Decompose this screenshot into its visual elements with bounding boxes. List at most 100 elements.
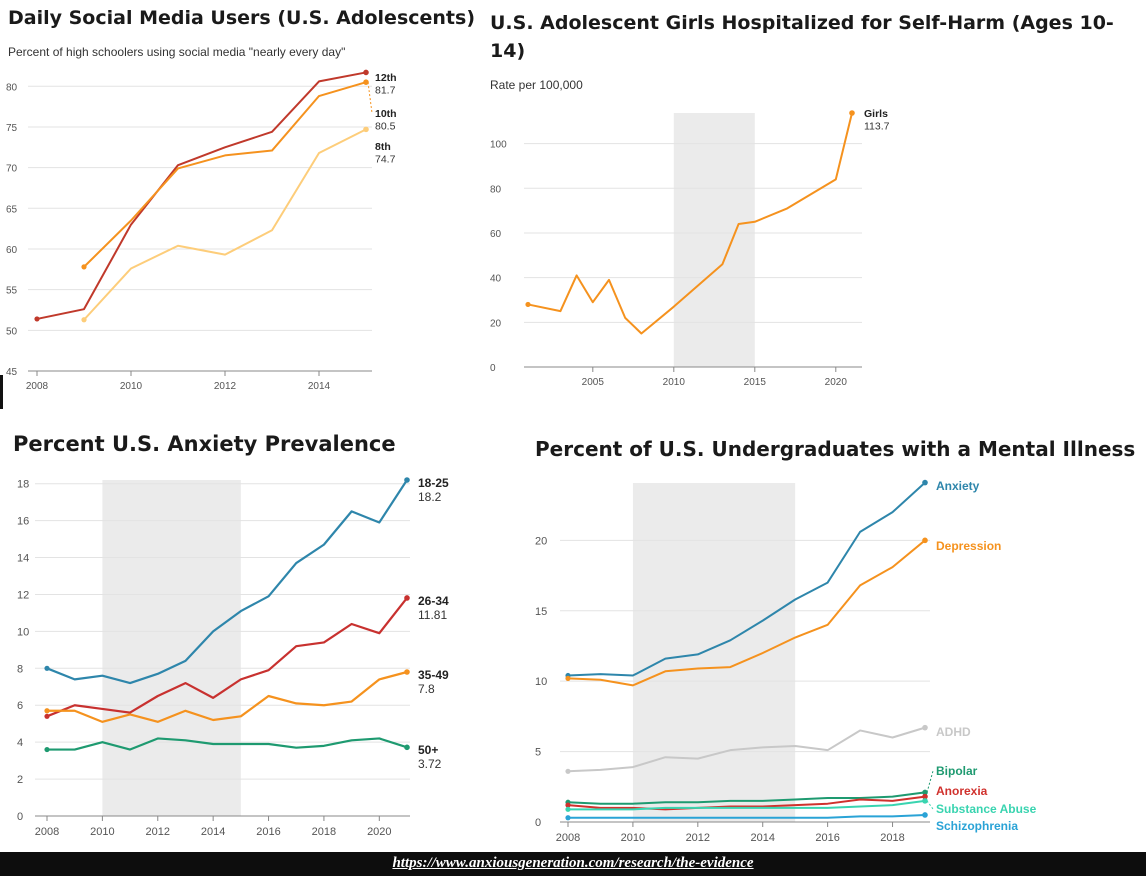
series-end-point bbox=[922, 789, 928, 796]
leader-line bbox=[926, 800, 934, 810]
x-tick-label: 2016 bbox=[256, 826, 280, 838]
x-tick-label: 2014 bbox=[308, 381, 331, 392]
y-tick-label: 0 bbox=[535, 817, 541, 829]
series-start-point bbox=[34, 316, 40, 322]
y-tick-label: 15 bbox=[535, 606, 547, 618]
series-line-schizophrenia bbox=[568, 813, 926, 819]
series-value-label: 80.5 bbox=[375, 121, 396, 133]
series-name-label: Schizophrenia bbox=[936, 819, 1018, 833]
series-name-label: Girls bbox=[864, 108, 888, 120]
x-tick-label: 2012 bbox=[146, 826, 170, 838]
chart-3-title: Percent U.S. Anxiety Prevalence bbox=[13, 432, 396, 456]
y-tick-label: 60 bbox=[490, 229, 502, 240]
series-end-point bbox=[404, 744, 410, 751]
series-start-point bbox=[565, 815, 571, 821]
y-tick-label: 5 bbox=[535, 747, 541, 759]
y-tick-label: 2 bbox=[17, 774, 23, 786]
series-start-point bbox=[565, 806, 571, 812]
series-end-point bbox=[363, 126, 369, 133]
y-tick-label: 50 bbox=[6, 326, 18, 337]
series-line-35-49 bbox=[47, 670, 408, 723]
y-tick-label: 14 bbox=[17, 553, 29, 565]
source-link[interactable]: https://www.anxiousgeneration.com/resear… bbox=[392, 855, 754, 871]
series-value-label: 113.7 bbox=[864, 121, 890, 133]
chart-1-title: Daily Social Media Users (U.S. Adolescen… bbox=[8, 7, 476, 29]
x-tick-label: 2015 bbox=[744, 377, 767, 388]
y-tick-label: 100 bbox=[490, 140, 507, 151]
series-end-point bbox=[404, 477, 410, 483]
series-line-8th bbox=[83, 128, 367, 321]
y-tick-label: 65 bbox=[6, 204, 18, 215]
series-end-point bbox=[363, 79, 369, 86]
y-tick-label: 40 bbox=[490, 274, 502, 285]
social-media-chart: 45 50 55 60 65 70 75 80 2008 2010 2012 2014 12th81.7… bbox=[6, 69, 397, 392]
series-name-label: 8th bbox=[375, 141, 391, 153]
series-start-point bbox=[565, 802, 571, 808]
x-tick-label: 2014 bbox=[750, 832, 774, 844]
series-line-substance-abuse bbox=[568, 799, 926, 811]
y-tick-label: 4 bbox=[17, 737, 23, 749]
series-line-10th bbox=[83, 81, 367, 268]
shaded-period bbox=[632, 483, 796, 822]
shaded-period bbox=[102, 480, 241, 816]
series-name-label: 35-49 bbox=[418, 668, 449, 682]
series-start-point bbox=[565, 768, 571, 774]
series-end-point bbox=[922, 724, 928, 731]
chart-2-title: U.S. Adolescent Girls Hospitalized for S… bbox=[490, 12, 1114, 62]
x-tick-label: 2010 bbox=[90, 826, 114, 838]
series-line-50- bbox=[47, 737, 408, 751]
x-tick-label: 2020 bbox=[825, 377, 848, 388]
x-tick-label: 2012 bbox=[214, 381, 237, 392]
x-tick-label: 2018 bbox=[880, 832, 904, 844]
series-value-label: 74.7 bbox=[375, 154, 396, 166]
series-start-point bbox=[44, 746, 50, 753]
series-end-point bbox=[922, 537, 928, 544]
series-value-label: 18.2 bbox=[418, 490, 442, 504]
y-tick-label: 12 bbox=[17, 589, 29, 601]
x-tick-label: 2010 bbox=[663, 377, 686, 388]
series-value-label: 11.81 bbox=[418, 608, 447, 622]
series-value-label: 81.7 bbox=[375, 85, 396, 97]
series-start-point bbox=[44, 665, 50, 671]
x-tick-label: 2005 bbox=[582, 377, 605, 388]
series-name-label: 26-34 bbox=[418, 594, 449, 608]
series-end-point bbox=[849, 110, 855, 116]
undergrad-mental-illness-chart: 0 5 10 15 20 2008 2010 2012 2014 2016 2018 Anxiety D… bbox=[535, 479, 1037, 844]
y-tick-label: 55 bbox=[6, 286, 18, 297]
x-tick-label: 2020 bbox=[367, 826, 391, 838]
series-name-label: Anxiety bbox=[936, 479, 980, 493]
series-end-point bbox=[922, 793, 928, 800]
panel-divider bbox=[0, 375, 3, 409]
footer-bar: https://www.anxiousgeneration.com/resear… bbox=[0, 852, 1146, 876]
series-name-label: Depression bbox=[936, 539, 1001, 553]
series-line-girls bbox=[527, 112, 853, 335]
series-line-depression bbox=[567, 539, 926, 687]
series-name-label: 12th bbox=[375, 72, 397, 84]
series-line-12th bbox=[36, 71, 367, 320]
y-tick-label: 18 bbox=[17, 479, 29, 491]
x-tick-label: 2016 bbox=[815, 832, 839, 844]
y-tick-label: 20 bbox=[490, 318, 502, 329]
series-name-label: 18-25 bbox=[418, 476, 449, 490]
series-name-label: Anorexia bbox=[936, 784, 988, 798]
series-start-point bbox=[44, 713, 50, 719]
x-tick-label: 2018 bbox=[312, 826, 336, 838]
shaded-period bbox=[673, 113, 755, 367]
series-name-label: Bipolar bbox=[936, 764, 978, 778]
series-line-bipolar bbox=[567, 791, 926, 805]
y-tick-label: 0 bbox=[490, 363, 496, 374]
series-line-adhd bbox=[567, 726, 926, 773]
x-tick-label: 2010 bbox=[621, 832, 645, 844]
y-tick-label: 80 bbox=[490, 184, 502, 195]
series-line-anorexia bbox=[567, 795, 926, 811]
series-start-point bbox=[565, 675, 571, 681]
series-end-point bbox=[922, 812, 928, 818]
x-tick-label: 2008 bbox=[26, 381, 49, 392]
anxiety-prevalence-chart: 0 2 4 6 8 10 12 14 16 18 2008 2010 2012 2014 2016 2018 2… bbox=[17, 476, 449, 838]
y-tick-label: 45 bbox=[6, 367, 18, 378]
y-tick-label: 6 bbox=[17, 700, 23, 712]
leader-line bbox=[926, 770, 934, 793]
series-end-point bbox=[922, 479, 928, 486]
series-start-point bbox=[81, 264, 87, 270]
series-start-point bbox=[44, 708, 50, 714]
